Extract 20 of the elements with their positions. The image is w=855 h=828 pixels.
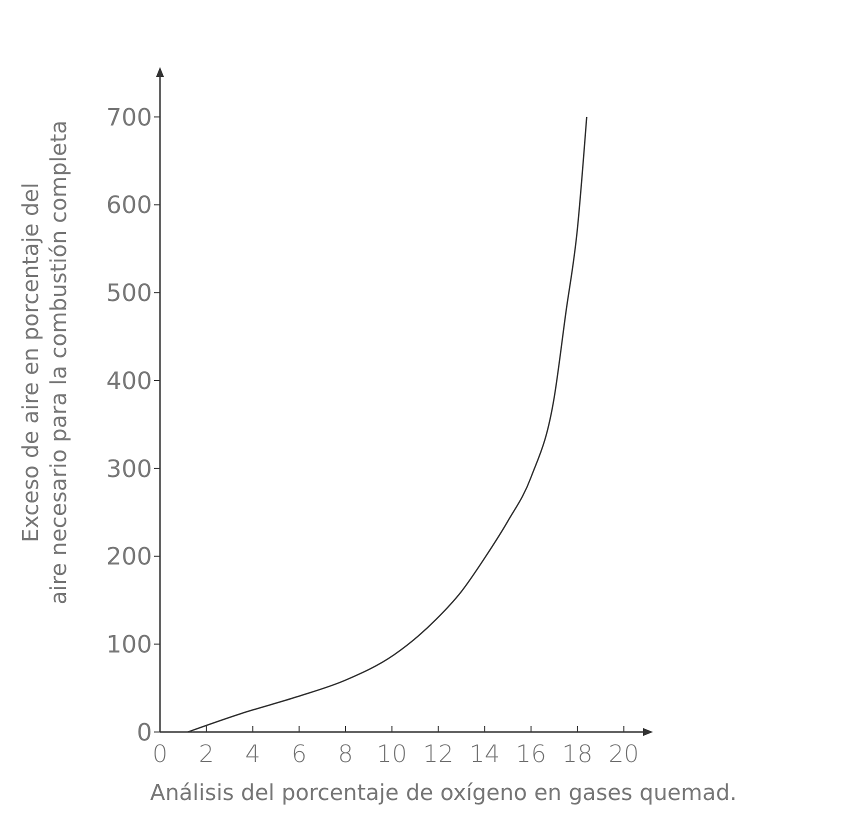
x-tick-label: 14 <box>469 740 500 768</box>
y-tick-label: 200 <box>106 542 152 571</box>
y-tick-label: 300 <box>106 454 152 483</box>
y-axis-title: Exceso de aire en porcentaje del aire necesario para la combustión completa <box>19 120 72 605</box>
y-tick-label: 400 <box>106 366 152 395</box>
x-tick-label: 6 <box>292 740 307 768</box>
y-tick-label: 0 <box>136 718 152 746</box>
y-tick-label: 600 <box>106 191 152 220</box>
x-tick-label: 4 <box>245 740 260 768</box>
x-tick-label: 16 <box>516 740 546 768</box>
y-tick-label: 100 <box>106 630 152 659</box>
x-tick-label: 2 <box>198 740 214 768</box>
x-tick-label: 18 <box>562 740 593 768</box>
x-tick-label: 12 <box>423 740 454 768</box>
y-tick-label: 500 <box>106 279 152 308</box>
y-tick-label: 700 <box>106 103 152 132</box>
x-axis-title: Análisis del porcentaje de oxígeno en gases quemad. <box>150 781 737 806</box>
x-tick-label: 10 <box>376 740 408 768</box>
x-tick-label: 8 <box>338 740 354 768</box>
x-tick-label: 20 <box>608 740 640 768</box>
